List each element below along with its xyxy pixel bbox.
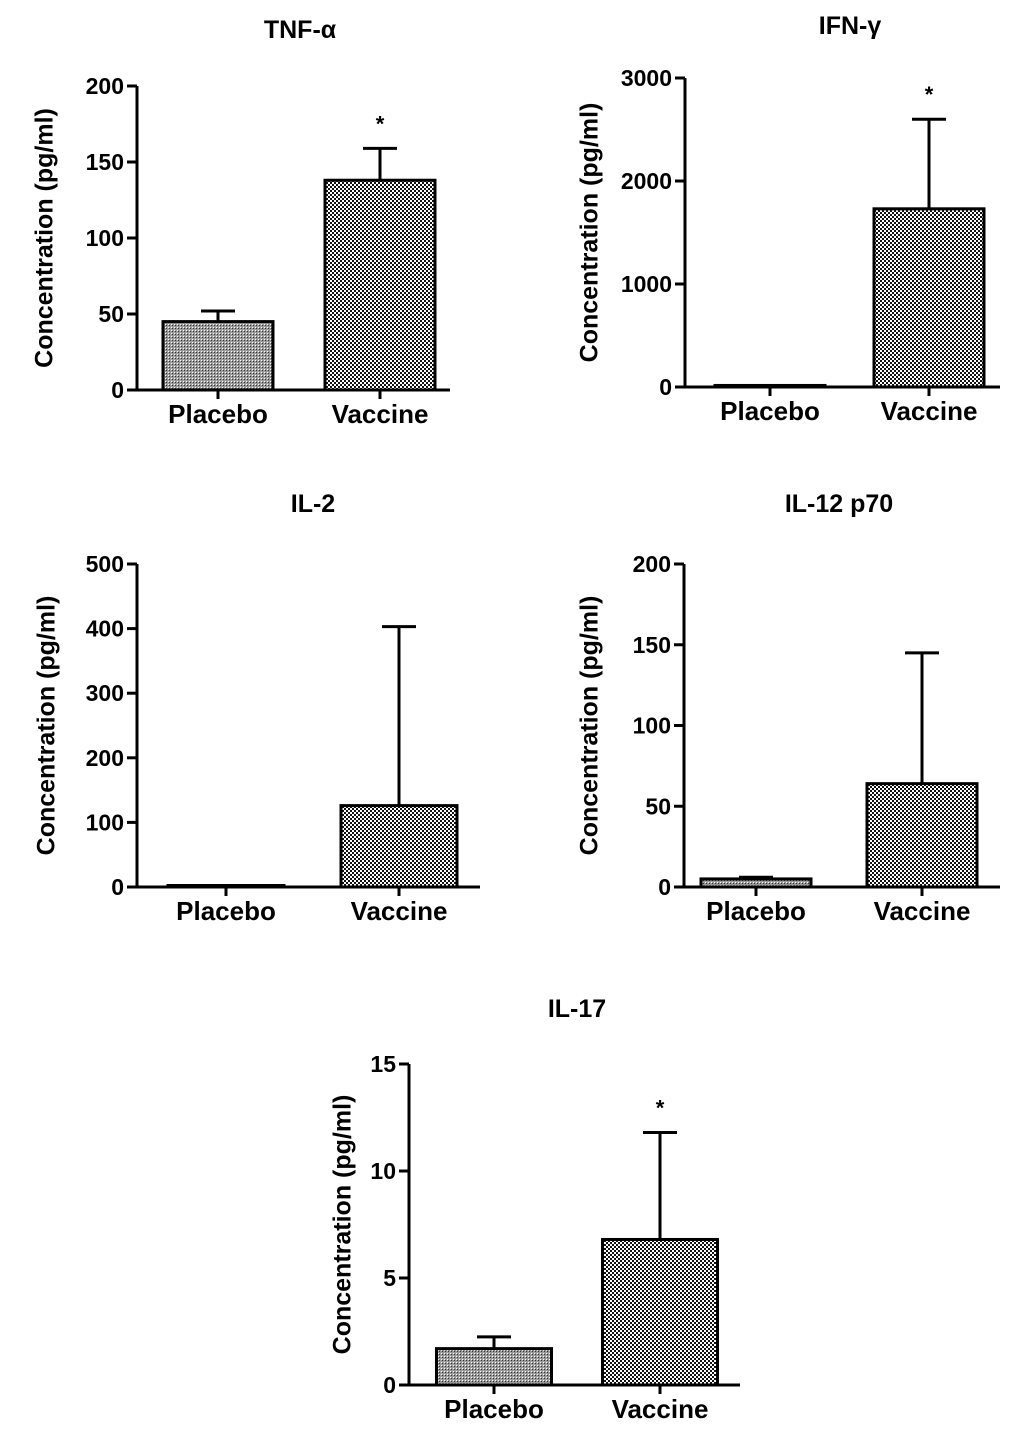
y-tick-label: 0 bbox=[383, 1372, 396, 1398]
y-tick-label: 300 bbox=[86, 680, 124, 706]
y-tick-label: 50 bbox=[645, 793, 671, 819]
x-tick-label: Vaccine bbox=[351, 896, 448, 926]
bar-vaccine bbox=[872, 207, 986, 389]
bar-vaccine bbox=[323, 178, 437, 392]
y-axis-label: Concentration (pg/ml) bbox=[329, 1095, 357, 1355]
significance-marker: * bbox=[656, 1095, 665, 1120]
y-tick-label: 1000 bbox=[621, 271, 672, 297]
x-tick-label: Placebo bbox=[720, 396, 820, 426]
y-tick-label: 150 bbox=[633, 632, 671, 658]
y-tick-label: 0 bbox=[111, 874, 124, 900]
y-tick-label: 0 bbox=[658, 874, 671, 900]
y-tick-label: 15 bbox=[370, 1051, 396, 1077]
x-tick-label: Vaccine bbox=[612, 1394, 709, 1424]
y-tick-label: 0 bbox=[111, 377, 124, 403]
bar-placebo bbox=[435, 1347, 553, 1387]
x-tick-label: Placebo bbox=[444, 1394, 544, 1424]
x-tick-label: Vaccine bbox=[332, 399, 429, 429]
y-axis-label: Concentration (pg/ml) bbox=[576, 596, 604, 856]
chart-title: IL-17 bbox=[548, 995, 606, 1023]
x-tick-label: Vaccine bbox=[881, 396, 978, 426]
chart-panel-3: IL-2 Concentration (pg/ml) Placebo Vaccine 0… bbox=[33, 490, 480, 926]
bar-vaccine bbox=[339, 804, 459, 889]
significance-marker: * bbox=[376, 111, 385, 136]
y-tick-label: 500 bbox=[86, 551, 124, 577]
bar-vaccine bbox=[601, 1237, 719, 1387]
y-axis-label: Concentration (pg/ml) bbox=[576, 103, 604, 363]
x-tick-label: Placebo bbox=[168, 399, 268, 429]
bar-vaccine bbox=[865, 782, 979, 889]
chart-title: IL-2 bbox=[291, 490, 335, 518]
x-tick-label: Vaccine bbox=[874, 896, 971, 926]
significance-marker: * bbox=[925, 82, 934, 107]
x-tick-label: Placebo bbox=[706, 896, 806, 926]
y-tick-label: 200 bbox=[86, 73, 124, 99]
y-tick-label: 100 bbox=[86, 809, 124, 835]
y-axis-label: Concentration (pg/ml) bbox=[33, 596, 61, 856]
chart-title: TNF-α bbox=[264, 16, 337, 44]
chart-panel-4: IL-12 p70 Concentration (pg/ml) Placebo Vac… bbox=[576, 490, 1000, 926]
y-tick-label: 200 bbox=[86, 745, 124, 771]
y-tick-label: 150 bbox=[86, 149, 124, 175]
y-tick-label: 200 bbox=[633, 551, 671, 577]
chart-panel-1: TNF-α Concentration (pg/ml) Placebo * Vaccin… bbox=[31, 16, 450, 429]
x-tick-label: Placebo bbox=[176, 896, 276, 926]
y-tick-label: 0 bbox=[659, 374, 672, 400]
y-tick-label: 400 bbox=[86, 616, 124, 642]
chart-title: IL-12 p70 bbox=[785, 490, 893, 518]
bar-placebo bbox=[161, 320, 275, 392]
chart-panel-5: IL-17 Concentration (pg/ml) Placebo * Vaccin… bbox=[329, 995, 740, 1424]
y-tick-label: 100 bbox=[86, 225, 124, 251]
y-tick-label: 2000 bbox=[621, 168, 672, 194]
chart-panel-2: IFN-γ Concentration (pg/ml) Placebo * Vaccin… bbox=[576, 12, 1000, 426]
y-tick-label: 100 bbox=[633, 713, 671, 739]
y-tick-label: 50 bbox=[98, 301, 124, 327]
chart-title: IFN-γ bbox=[819, 12, 882, 40]
y-tick-label: 10 bbox=[370, 1158, 396, 1184]
y-tick-label: 5 bbox=[383, 1265, 396, 1291]
y-tick-label: 3000 bbox=[621, 65, 672, 91]
y-axis-label: Concentration (pg/ml) bbox=[31, 108, 59, 368]
